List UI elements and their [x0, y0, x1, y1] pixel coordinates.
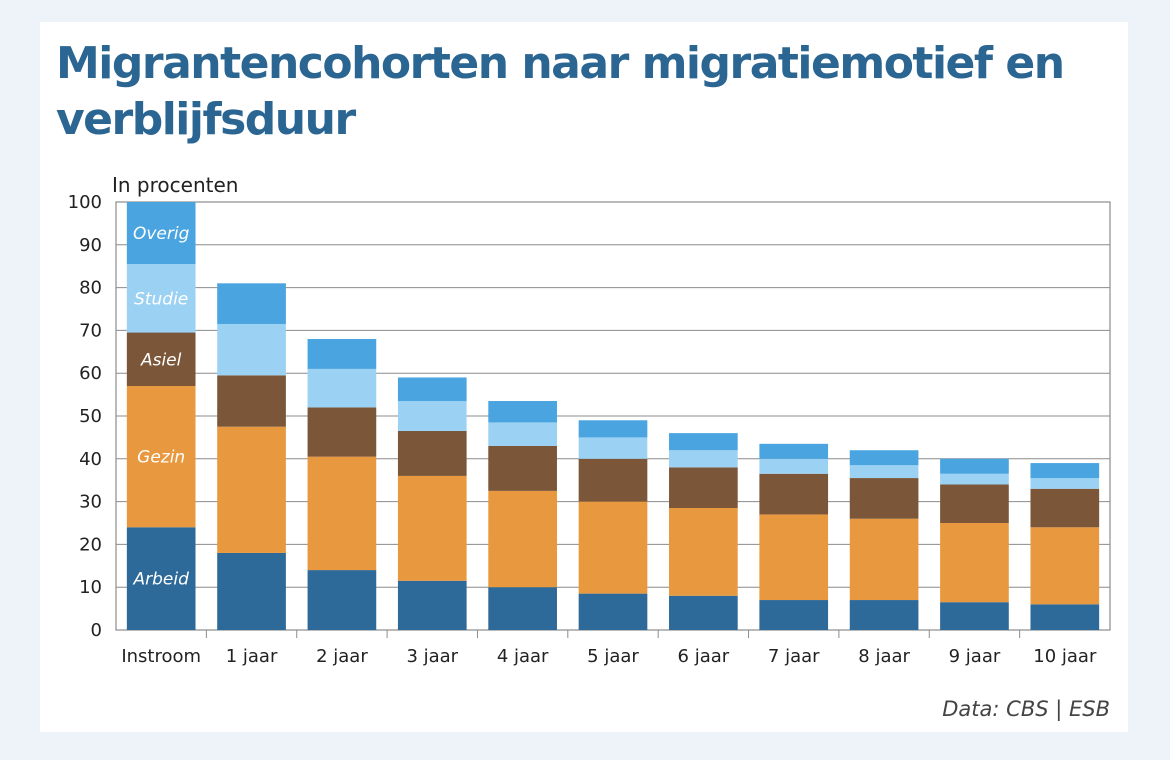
x-tick-label: 1 jaar	[226, 646, 278, 667]
x-tick-label: 4 jaar	[497, 646, 549, 667]
bar-arbeid-1-jaar	[217, 552, 286, 630]
series-label-overig: Overig	[133, 224, 190, 244]
bar-studie-3-jaar	[397, 401, 467, 431]
bar-studie-7-jaar	[759, 458, 829, 474]
bar-asiel-8-jaar	[849, 478, 919, 519]
bar-asiel-5-jaar	[578, 458, 648, 502]
bar-arbeid-2-jaar	[307, 570, 377, 630]
y-tick-label: 50	[79, 406, 102, 427]
bar-arbeid-6-jaar	[669, 595, 738, 630]
source-credit: Data: CBS | ESB	[942, 697, 1110, 722]
bar-asiel-4-jaar	[488, 445, 557, 491]
y-tick-label: 40	[79, 449, 102, 470]
bar-studie-2-jaar	[307, 368, 377, 408]
bar-overig-9-jaar	[940, 458, 1009, 474]
y-tick-label: 100	[68, 192, 102, 213]
bar-asiel-3-jaar	[397, 430, 467, 476]
bar-arbeid-5-jaar	[578, 593, 648, 630]
x-tick-label: 10 jaar	[1033, 646, 1097, 667]
y-tick-label: 0	[91, 620, 102, 641]
bar-gezin-10-jaar	[1030, 527, 1100, 605]
bar-asiel-2-jaar	[307, 407, 377, 457]
bar-overig-instroom	[126, 202, 196, 265]
bar-gezin-3-jaar	[397, 475, 467, 581]
bar-studie-5-jaar	[578, 437, 648, 459]
chart-card: Migrantencohorten naar migratiemotief en…	[40, 22, 1128, 732]
bar-studie-10-jaar	[1030, 478, 1100, 489]
bar-asiel-6-jaar	[669, 467, 738, 509]
x-tick-label: 2 jaar	[316, 646, 368, 667]
bar-gezin-instroom	[126, 386, 196, 528]
bar-gezin-4-jaar	[488, 490, 557, 588]
bar-gezin-5-jaar	[578, 501, 648, 594]
y-tick-label: 30	[79, 492, 102, 513]
bar-asiel-1-jaar	[217, 375, 286, 427]
x-tick-label: 7 jaar	[768, 646, 820, 667]
bar-studie-4-jaar	[488, 422, 557, 446]
y-tick-label: 20	[79, 534, 102, 555]
bar-overig-2-jaar	[307, 338, 377, 369]
bar-asiel-10-jaar	[1030, 488, 1100, 528]
x-tick-label: Instroom	[121, 646, 201, 667]
bar-studie-9-jaar	[940, 473, 1009, 485]
stacked-bar-chart: In procenten 0 10 20 30 40 50 60 70 80 90 100 Arbeid…	[68, 173, 1111, 722]
bar-arbeid-7-jaar	[759, 600, 829, 630]
series-label-studie: Studie	[134, 289, 188, 309]
y-tick-label: 60	[79, 363, 102, 384]
bar-asiel-7-jaar	[759, 473, 829, 515]
bar-overig-10-jaar	[1030, 463, 1100, 479]
x-tick-label: 8 jaar	[858, 646, 910, 667]
bar-arbeid-10-jaar	[1030, 604, 1100, 630]
bar-gezin-2-jaar	[307, 456, 377, 571]
bar-studie-6-jaar	[669, 450, 738, 468]
series-label-asiel: Asiel	[140, 350, 182, 370]
x-tick-label: 6 jaar	[678, 646, 730, 667]
chart-title: Migrantencohorten naar migratiemotief en…	[56, 38, 1065, 145]
y-unit-label: In procenten	[112, 173, 238, 197]
bar-gezin-9-jaar	[940, 523, 1009, 603]
bar-gezin-7-jaar	[759, 514, 829, 601]
bar-studie-8-jaar	[849, 465, 919, 479]
bar-arbeid-4-jaar	[488, 587, 557, 630]
bar-overig-3-jaar	[397, 377, 467, 402]
series-label-gezin: Gezin	[137, 448, 185, 468]
bar-asiel-9-jaar	[940, 484, 1009, 523]
x-tick-label: 5 jaar	[587, 646, 639, 667]
x-tick-label: 9 jaar	[949, 646, 1001, 667]
bar-arbeid-9-jaar	[940, 602, 1009, 630]
bar-overig-4-jaar	[488, 401, 557, 423]
bar-gezin-1-jaar	[217, 426, 286, 553]
y-tick-label: 70	[79, 320, 102, 341]
bar-studie-1-jaar	[217, 323, 286, 376]
bar-studie-instroom	[126, 264, 196, 333]
y-tick-label: 90	[79, 235, 102, 256]
bar-overig-5-jaar	[578, 420, 648, 438]
y-tick-label: 80	[79, 278, 102, 299]
bar-asiel-instroom	[126, 332, 196, 387]
bar-gezin-8-jaar	[849, 518, 919, 601]
bar-arbeid-8-jaar	[849, 600, 919, 630]
bar-overig-8-jaar	[849, 450, 919, 466]
bar-gezin-6-jaar	[669, 508, 738, 596]
bar-overig-7-jaar	[759, 443, 829, 459]
bar-overig-6-jaar	[669, 433, 738, 451]
bar-overig-1-jaar	[217, 283, 286, 324]
x-tick-label: 3 jaar	[406, 646, 458, 667]
bar-arbeid-3-jaar	[397, 580, 467, 630]
y-tick-label: 10	[79, 577, 102, 598]
series-label-arbeid: Arbeid	[132, 570, 189, 590]
bar-arbeid-instroom	[126, 527, 196, 630]
